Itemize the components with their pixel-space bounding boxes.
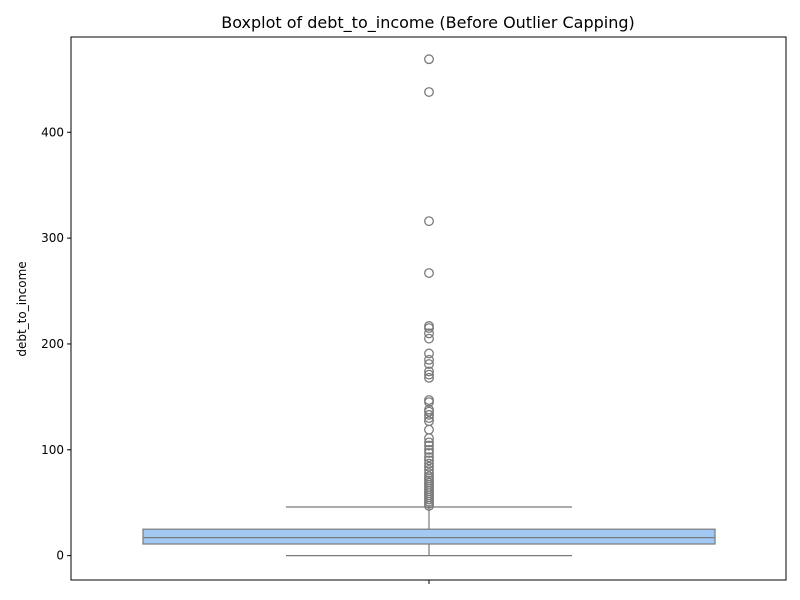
outlier-point — [424, 348, 434, 359]
y-axis: 0 100 200 300 400 — [41, 125, 71, 563]
outlier-point — [424, 328, 434, 339]
plot-area-frame — [70, 36, 787, 581]
chart-title: Boxplot of debt_to_income (Before Outlie… — [221, 13, 635, 33]
y-tick-label: 200 — [41, 337, 64, 351]
outlier-point — [424, 366, 434, 377]
outlier-point — [424, 54, 434, 65]
y-tick-label: 300 — [41, 231, 64, 245]
outlier-point — [424, 87, 434, 97]
outlier-point — [424, 500, 434, 511]
outlier-point — [424, 354, 434, 365]
outlier-point — [424, 458, 434, 469]
outlier-point — [424, 424, 434, 435]
outlier-point — [424, 333, 434, 344]
y-axis-label: debt_to_income — [15, 261, 29, 356]
outlier-point — [424, 468, 434, 479]
y-tick-label: 400 — [41, 125, 64, 139]
y-tick-label: 100 — [41, 443, 64, 457]
outlier-point — [424, 372, 434, 383]
outlier-point — [424, 444, 434, 455]
outlier-point — [424, 369, 434, 380]
outlier-point — [424, 406, 434, 417]
outlier-point — [424, 448, 434, 458]
outlier-point — [424, 409, 434, 420]
outlier-point — [424, 440, 434, 451]
outlier-point — [424, 359, 434, 370]
y-tick-label: 0 — [56, 549, 64, 563]
outlier-point — [424, 461, 434, 472]
outlier-point — [424, 397, 434, 408]
outlier-group — [424, 54, 434, 511]
outlier-point — [424, 268, 434, 278]
outlier-point — [424, 323, 434, 334]
iqr-box — [142, 528, 716, 545]
box-group — [142, 506, 716, 557]
outlier-point — [424, 433, 434, 444]
outlier-point — [424, 452, 434, 463]
outlier-point — [424, 437, 434, 448]
outlier-point — [424, 413, 434, 424]
outlier-point — [424, 455, 434, 466]
outlier-point — [424, 216, 434, 227]
